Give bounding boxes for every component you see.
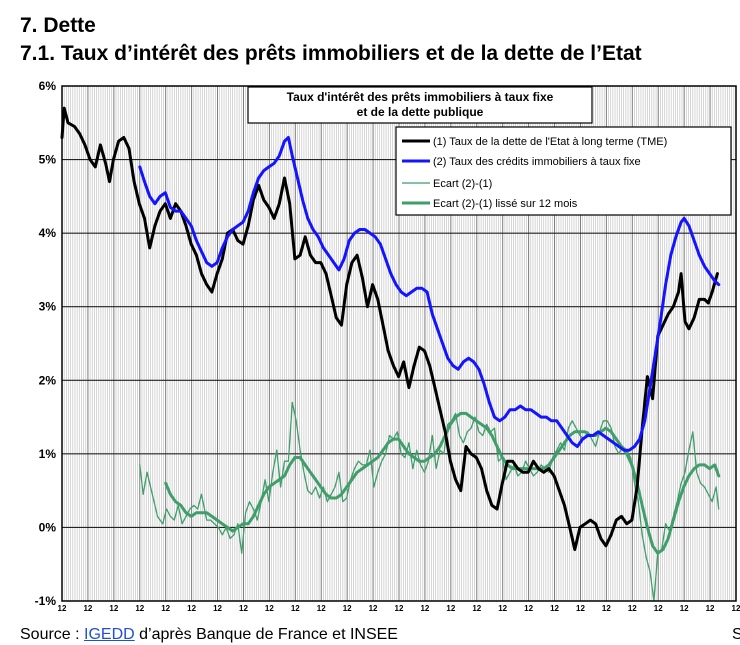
x-tick-year: 2020 <box>597 614 615 615</box>
x-tick-year: 2001 <box>105 614 123 615</box>
x-tick-year: 2022 <box>649 614 667 615</box>
y-tick-label: 4% <box>39 226 57 240</box>
x-tick-month: 12 <box>576 604 585 613</box>
legend: (1) Taux de la dette de l'Etat à long te… <box>395 126 732 216</box>
source-link[interactable]: IGEDD <box>84 626 135 643</box>
x-tick-month: 12 <box>420 604 429 613</box>
x-tick-year: 2005 <box>209 614 227 615</box>
x-tick-year: 2008 <box>286 614 304 615</box>
x-tick-year: 2019 <box>572 614 590 615</box>
x-tick-year: 2024 <box>701 614 719 615</box>
x-tick-month: 12 <box>628 604 637 613</box>
x-tick-year: 2003 <box>157 614 175 615</box>
x-tick-year: 2006 <box>235 614 253 615</box>
x-tick-year: 2025 <box>727 614 740 615</box>
x-tick-year: 2009 <box>312 614 330 615</box>
x-tick-month: 12 <box>654 604 663 613</box>
x-tick-month: 12 <box>343 604 352 613</box>
legend-label-spread-smoothed: Ecart (2)-(1) lissé sur 12 mois <box>433 198 578 210</box>
x-tick-year: 2007 <box>260 614 278 615</box>
chart-title-box: Taux d'intérêt des prêts immobiliers à t… <box>247 86 593 124</box>
x-tick-year: 2011 <box>364 614 382 615</box>
x-tick-year: 2014 <box>442 614 460 615</box>
x-tick-year: 2016 <box>494 614 512 615</box>
x-tick-year: 2017 <box>520 614 538 615</box>
x-tick-month: 12 <box>550 604 559 613</box>
x-tick-month: 12 <box>524 604 533 613</box>
x-tick-month: 12 <box>213 604 222 613</box>
source-rest: d’après Banque de France et INSEE <box>134 626 398 643</box>
x-tick-month: 12 <box>680 604 689 613</box>
x-tick-month: 12 <box>109 604 118 613</box>
chart-title-line-1: Taux d'intérêt des prêts immobiliers à t… <box>287 90 554 104</box>
chart-title-line-2: et de la dette publique <box>357 105 484 119</box>
x-tick-year: 2018 <box>546 614 564 615</box>
x-tick-month: 12 <box>446 604 455 613</box>
series-line-1 <box>138 136 721 452</box>
plot-frame <box>61 85 737 602</box>
legend-label-credits: (2) Taux des crédits immobiliers à taux … <box>433 156 641 168</box>
source-prefix: Source : <box>20 626 85 643</box>
section-heading: 7. Dette <box>20 14 96 37</box>
x-tick-month: 12 <box>395 604 404 613</box>
series-line-0 <box>60 106 719 551</box>
x-tick-month: 12 <box>58 604 67 613</box>
x-tick-year: 2021 <box>623 614 641 615</box>
x-tick-month: 12 <box>498 604 507 613</box>
x-tick-year: 2000 <box>79 614 97 615</box>
y-tick-label: 3% <box>39 300 57 314</box>
x-tick-year: 2023 <box>675 614 693 615</box>
x-tick-month: 12 <box>602 604 611 613</box>
x-tick-month: 12 <box>732 604 740 613</box>
legend-label-tme: (1) Taux de la dette de l'Etat à long te… <box>433 136 667 148</box>
x-tick-month: 12 <box>187 604 196 613</box>
series-lines <box>60 106 721 602</box>
series-line-3 <box>164 411 721 555</box>
x-tick-year: 2015 <box>468 614 486 615</box>
source-note: Source : IGEDD d’après Banque de France … <box>20 626 398 644</box>
y-tick-label: -1% <box>35 594 57 608</box>
x-tick-month: 12 <box>706 604 715 613</box>
x-tick-month: 12 <box>265 604 274 613</box>
y-tick-label: 2% <box>39 373 57 387</box>
x-tick-month: 12 <box>369 604 378 613</box>
x-tick-year: 2004 <box>183 614 201 615</box>
chart-heading: 7.1. Taux d’intérêt des prêts immobilier… <box>20 42 642 65</box>
legend-label-spread: Ecart (2)-(1) <box>433 178 492 190</box>
y-tick-label: 0% <box>39 520 57 534</box>
x-tick-month: 12 <box>472 604 481 613</box>
x-tick-year: 1999 <box>53 614 71 615</box>
y-tick-labels: -1% 0% 1% 2% 3% 4% 5% 6% <box>35 79 57 608</box>
x-tick-month: 12 <box>291 604 300 613</box>
x-tick-year: 2012 <box>390 614 408 615</box>
source-cut-text: S <box>732 626 740 643</box>
x-tick-month: 12 <box>135 604 144 613</box>
x-tick-year: 2010 <box>338 614 356 615</box>
x-tick-month: 12 <box>317 604 326 613</box>
x-tick-month: 12 <box>161 604 170 613</box>
rates-line-chart: -1%0%1%2%3%4%5%6% 1219991220001220011220… <box>35 79 740 615</box>
x-tick-month: 12 <box>239 604 248 613</box>
x-tick-year: 2013 <box>416 614 434 615</box>
x-tick-labels: 1219991220001220011220021220031220041220… <box>53 604 740 615</box>
x-tick-year: 2002 <box>131 614 149 615</box>
y-tick-label: 1% <box>39 447 57 461</box>
y-tick-label: 5% <box>39 153 57 167</box>
x-tick-month: 12 <box>83 604 92 613</box>
y-tick-label: 6% <box>39 79 57 93</box>
